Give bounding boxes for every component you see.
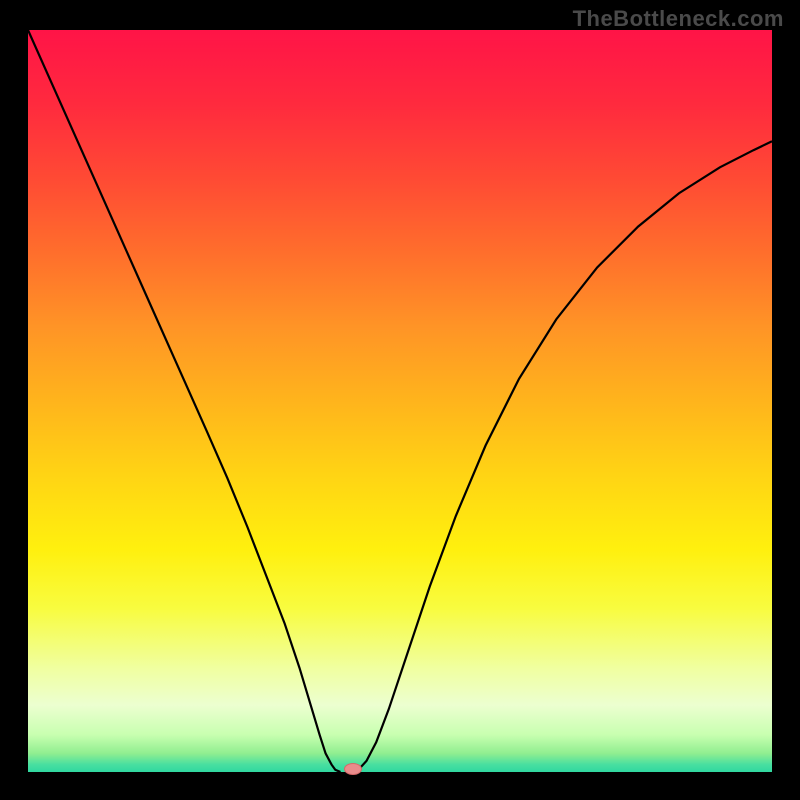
bottleneck-curve (28, 30, 772, 772)
plot-area (28, 30, 772, 772)
watermark-text: TheBottleneck.com (573, 6, 784, 32)
chart-container: TheBottleneck.com (0, 0, 800, 800)
optimal-point-marker (344, 763, 362, 775)
